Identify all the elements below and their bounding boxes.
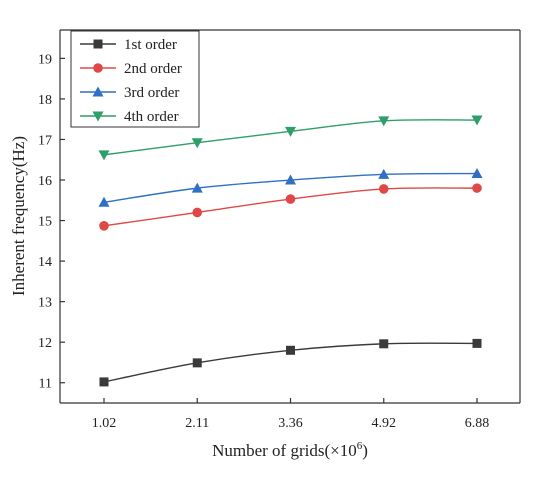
data-point (378, 116, 390, 127)
data-point (471, 168, 483, 179)
series-layer (98, 115, 483, 387)
series-1 (99, 338, 482, 387)
legend-marker (93, 63, 103, 73)
y-tick-label: 19 (38, 52, 52, 67)
data-point (471, 115, 483, 126)
x-axis-title-end: ) (362, 441, 368, 460)
legend-label: 1st order (124, 37, 177, 53)
x-tick-label: 6.88 (465, 416, 490, 431)
legend: 1st order 2nd order 3rd order 4th order (70, 30, 200, 128)
data-point (192, 207, 203, 218)
x-axis-title-sup: 6 (357, 440, 363, 452)
y-tick-label: 18 (38, 93, 52, 108)
legend-marker (93, 39, 103, 49)
x-tick-label: 4.92 (372, 416, 397, 431)
data-point (378, 184, 389, 194)
data-point (285, 126, 296, 137)
data-point (191, 138, 203, 149)
y-tick-label: 17 (38, 133, 52, 148)
legend-label: 3rd order (124, 85, 179, 101)
legend-box (70, 30, 200, 128)
legend-label: 4th order (124, 109, 179, 125)
legend-marker (92, 86, 104, 97)
data-point (99, 221, 109, 231)
data-point (98, 150, 110, 161)
data-point (285, 174, 296, 185)
y-tick-label: 14 (38, 255, 52, 270)
axis-ticks: 11 12 13 14 15 16 17 18 19 1.02 2.11 3.36 4.92 6.88 (38, 52, 489, 431)
data-point (99, 377, 109, 387)
series-4 (98, 115, 483, 161)
y-tick-label: 16 (38, 174, 52, 189)
data-point (98, 196, 110, 207)
data-point (379, 339, 389, 349)
x-axis-title-main: Number of grids(×10 (212, 441, 357, 460)
y-tick-label: 11 (39, 377, 52, 392)
y-tick-label: 15 (38, 215, 52, 230)
series-2 (99, 183, 482, 231)
y-axis-title: Inherent frequency(Hz) (9, 136, 28, 296)
y-tick-label: 12 (38, 336, 52, 351)
data-point (472, 183, 482, 193)
x-tick-label: 2.11 (185, 416, 209, 431)
series-3 (98, 168, 483, 207)
data-point (191, 182, 203, 193)
x-axis-title: Number of grids(×106) (212, 440, 368, 460)
data-point (285, 194, 296, 204)
data-point (192, 358, 202, 368)
y-tick-label: 13 (38, 296, 52, 311)
legend-label: 2nd order (124, 61, 182, 77)
x-tick-label: 3.36 (278, 416, 303, 431)
data-point (378, 168, 390, 179)
data-point (472, 338, 482, 348)
data-point (286, 345, 295, 355)
x-tick-label: 1.02 (92, 416, 117, 431)
legend-marker (92, 111, 104, 122)
